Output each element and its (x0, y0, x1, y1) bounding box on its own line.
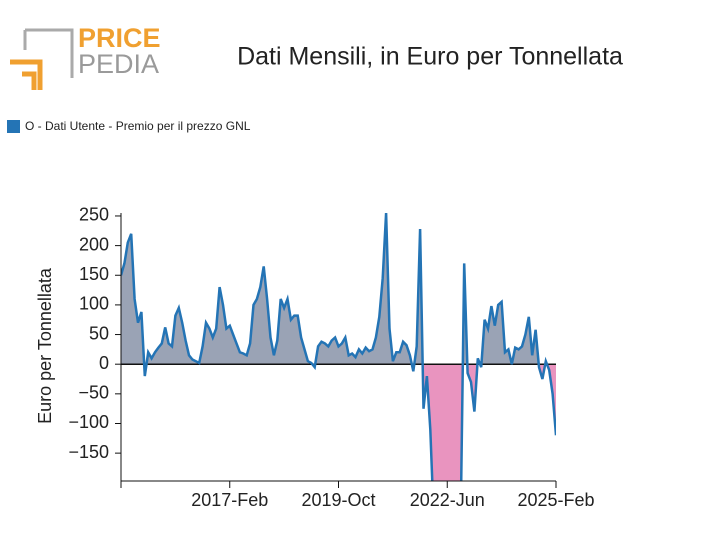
y-tick-label: 0 (99, 353, 109, 373)
legend-label: O - Dati Utente - Premio per il prezzo G… (25, 119, 251, 133)
series-line (121, 213, 556, 481)
x-tick-label: 2022-Jun (410, 490, 485, 510)
chart-title: Dati Mensili, in Euro per Tonnellata (237, 43, 623, 71)
logo: PRICE PEDIA (10, 23, 161, 90)
y-tick-label: 50 (89, 323, 109, 343)
logo-mark (10, 59, 43, 90)
x-tick-label: 2017-Feb (191, 490, 268, 510)
y-tick-label: 100 (79, 294, 109, 314)
y-tick-label: −50 (78, 383, 109, 403)
negative-area (121, 364, 556, 482)
logo-text: PEDIA (78, 49, 159, 79)
y-tick-label: −100 (68, 412, 109, 432)
y-tick-label: 150 (79, 264, 109, 284)
x-tick-label: 2025-Feb (517, 490, 594, 510)
logo-text: PRICE (78, 23, 161, 53)
y-tick-label: 200 (79, 234, 109, 254)
x-tick-label: 2019-Oct (301, 490, 375, 510)
y-tick-label: 250 (79, 205, 109, 225)
y-axis-label: Euro per Tonnellata (35, 267, 55, 424)
legend-swatch (7, 120, 20, 133)
logo-frame (23, 28, 74, 78)
y-tick-label: −150 (68, 442, 109, 462)
